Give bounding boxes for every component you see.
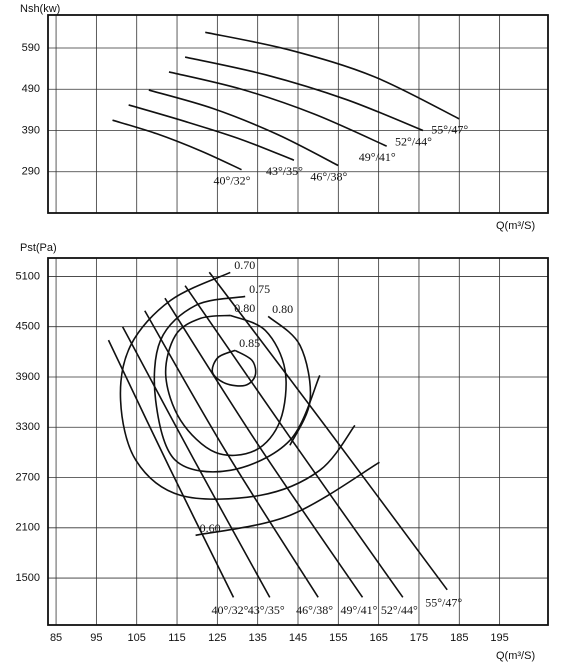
y-tick-label: 490 [22, 83, 40, 95]
blade-curve [208, 271, 448, 591]
y-tick-label: 3900 [16, 371, 40, 383]
x-axis-label: Q(m³/S) [496, 650, 535, 662]
curve-label: 46°/38° [296, 603, 333, 617]
curve-label: 46°/38° [310, 169, 347, 183]
x-tick-label: 165 [369, 632, 387, 644]
curve-label: 40°/32° [211, 603, 248, 617]
blade-curve [184, 285, 404, 598]
x-tick-label: 145 [289, 632, 307, 644]
curve-label: 43°/35° [266, 164, 303, 178]
y-tick-label: 390 [22, 124, 40, 136]
blade-curve [184, 56, 424, 132]
curve-label: 49°/41° [359, 150, 396, 164]
blade-curve [205, 31, 460, 120]
x-tick-label: 175 [410, 632, 428, 644]
efficiency-curve [195, 461, 380, 537]
curve-label: 49°/41° [341, 603, 378, 617]
x-tick-label: 85 [50, 632, 62, 644]
curve-label: 55°/47° [431, 123, 468, 137]
y-tick-label: 2100 [16, 522, 40, 534]
x-tick-label: 105 [128, 632, 146, 644]
blade-curve [128, 104, 295, 161]
y-tick-label: 3300 [16, 421, 40, 433]
blade-curve [144, 310, 319, 598]
y-tick-label: 1500 [16, 572, 40, 584]
curve-label: 0.80 [234, 301, 255, 315]
blade-curve [168, 71, 388, 147]
x-tick-label: 95 [90, 632, 102, 644]
plot-frame [47, 14, 549, 214]
x-tick-label: 195 [490, 632, 508, 644]
curve-label: 52°/44° [395, 134, 432, 148]
efficiency-curve [211, 349, 257, 387]
y-tick-label: 290 [22, 166, 40, 178]
x-tick-label: 125 [208, 632, 226, 644]
blade-curve [112, 119, 242, 171]
y-tick-label: 590 [22, 42, 40, 54]
curve-label: 0.85 [239, 336, 260, 350]
y-axis-label: Pst(Pa) [20, 242, 57, 254]
blade-curve [148, 89, 339, 167]
curve-label: 55°/47° [425, 596, 462, 610]
blade-curve [164, 297, 364, 598]
y-tick-label: 2700 [16, 471, 40, 483]
curve-label: 52°/44° [381, 603, 418, 617]
y-axis-label: Nsh(kw) [20, 3, 60, 15]
curve-label: 0.75 [249, 282, 270, 296]
curve-label: 0.80 [272, 302, 293, 316]
curve-label: 0.60 [200, 521, 221, 535]
curve-label: 40°/32° [214, 173, 251, 187]
efficiency-curve [119, 271, 356, 500]
x-axis-label: Q(m³/S) [496, 220, 535, 232]
efficiency-curve [267, 315, 312, 446]
blade-curve [121, 326, 271, 598]
y-tick-label: 4500 [16, 321, 40, 333]
plot-frame [47, 257, 549, 626]
x-tick-label: 185 [450, 632, 468, 644]
curve-label: 43°/35° [248, 603, 285, 617]
efficiency-curve [153, 295, 321, 473]
x-tick-label: 135 [248, 632, 266, 644]
x-tick-label: 115 [168, 632, 186, 644]
efficiency-curve [164, 314, 287, 457]
y-tick-label: 5100 [16, 270, 40, 282]
curve-label: 0.70 [234, 258, 255, 272]
x-tick-label: 155 [329, 632, 347, 644]
blade-curve [107, 339, 235, 598]
